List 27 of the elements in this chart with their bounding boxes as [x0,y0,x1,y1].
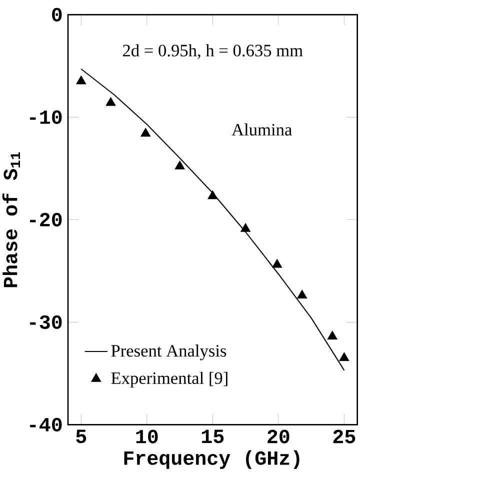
point [240,224,250,232]
point [175,161,184,170]
point [106,97,116,106]
annotation: Alumina [232,123,292,136]
x-tick-label: 5 [76,430,86,444]
x-axis-title: Frequency (GHz) [124,450,300,469]
annotation: 2d = 0.95h, h = 0.635 mm [122,44,303,59]
point [339,352,349,362]
point [208,190,218,200]
legend-label: Present Analysis [111,344,226,360]
y-tick-label: -30 [30,315,62,329]
y-tick-label: -10 [30,110,62,124]
y-tick-label: -20 [30,212,62,226]
point [297,290,307,299]
y-axis-title: Phase of S$_{11}$ [2,152,20,288]
x-tick-label: 15 [202,430,224,444]
point [328,331,338,340]
point [140,128,150,137]
y-tick-label: 0 [52,8,62,22]
y-tick-label: -40 [30,418,62,432]
point [76,76,86,84]
x-tick-label: 25 [333,430,356,444]
x-tick-label: 10 [136,430,158,444]
legend-label: Experimental [9] [111,372,228,388]
line-series [80,68,345,371]
point [272,259,282,268]
x-tick-label: 20 [268,430,290,444]
